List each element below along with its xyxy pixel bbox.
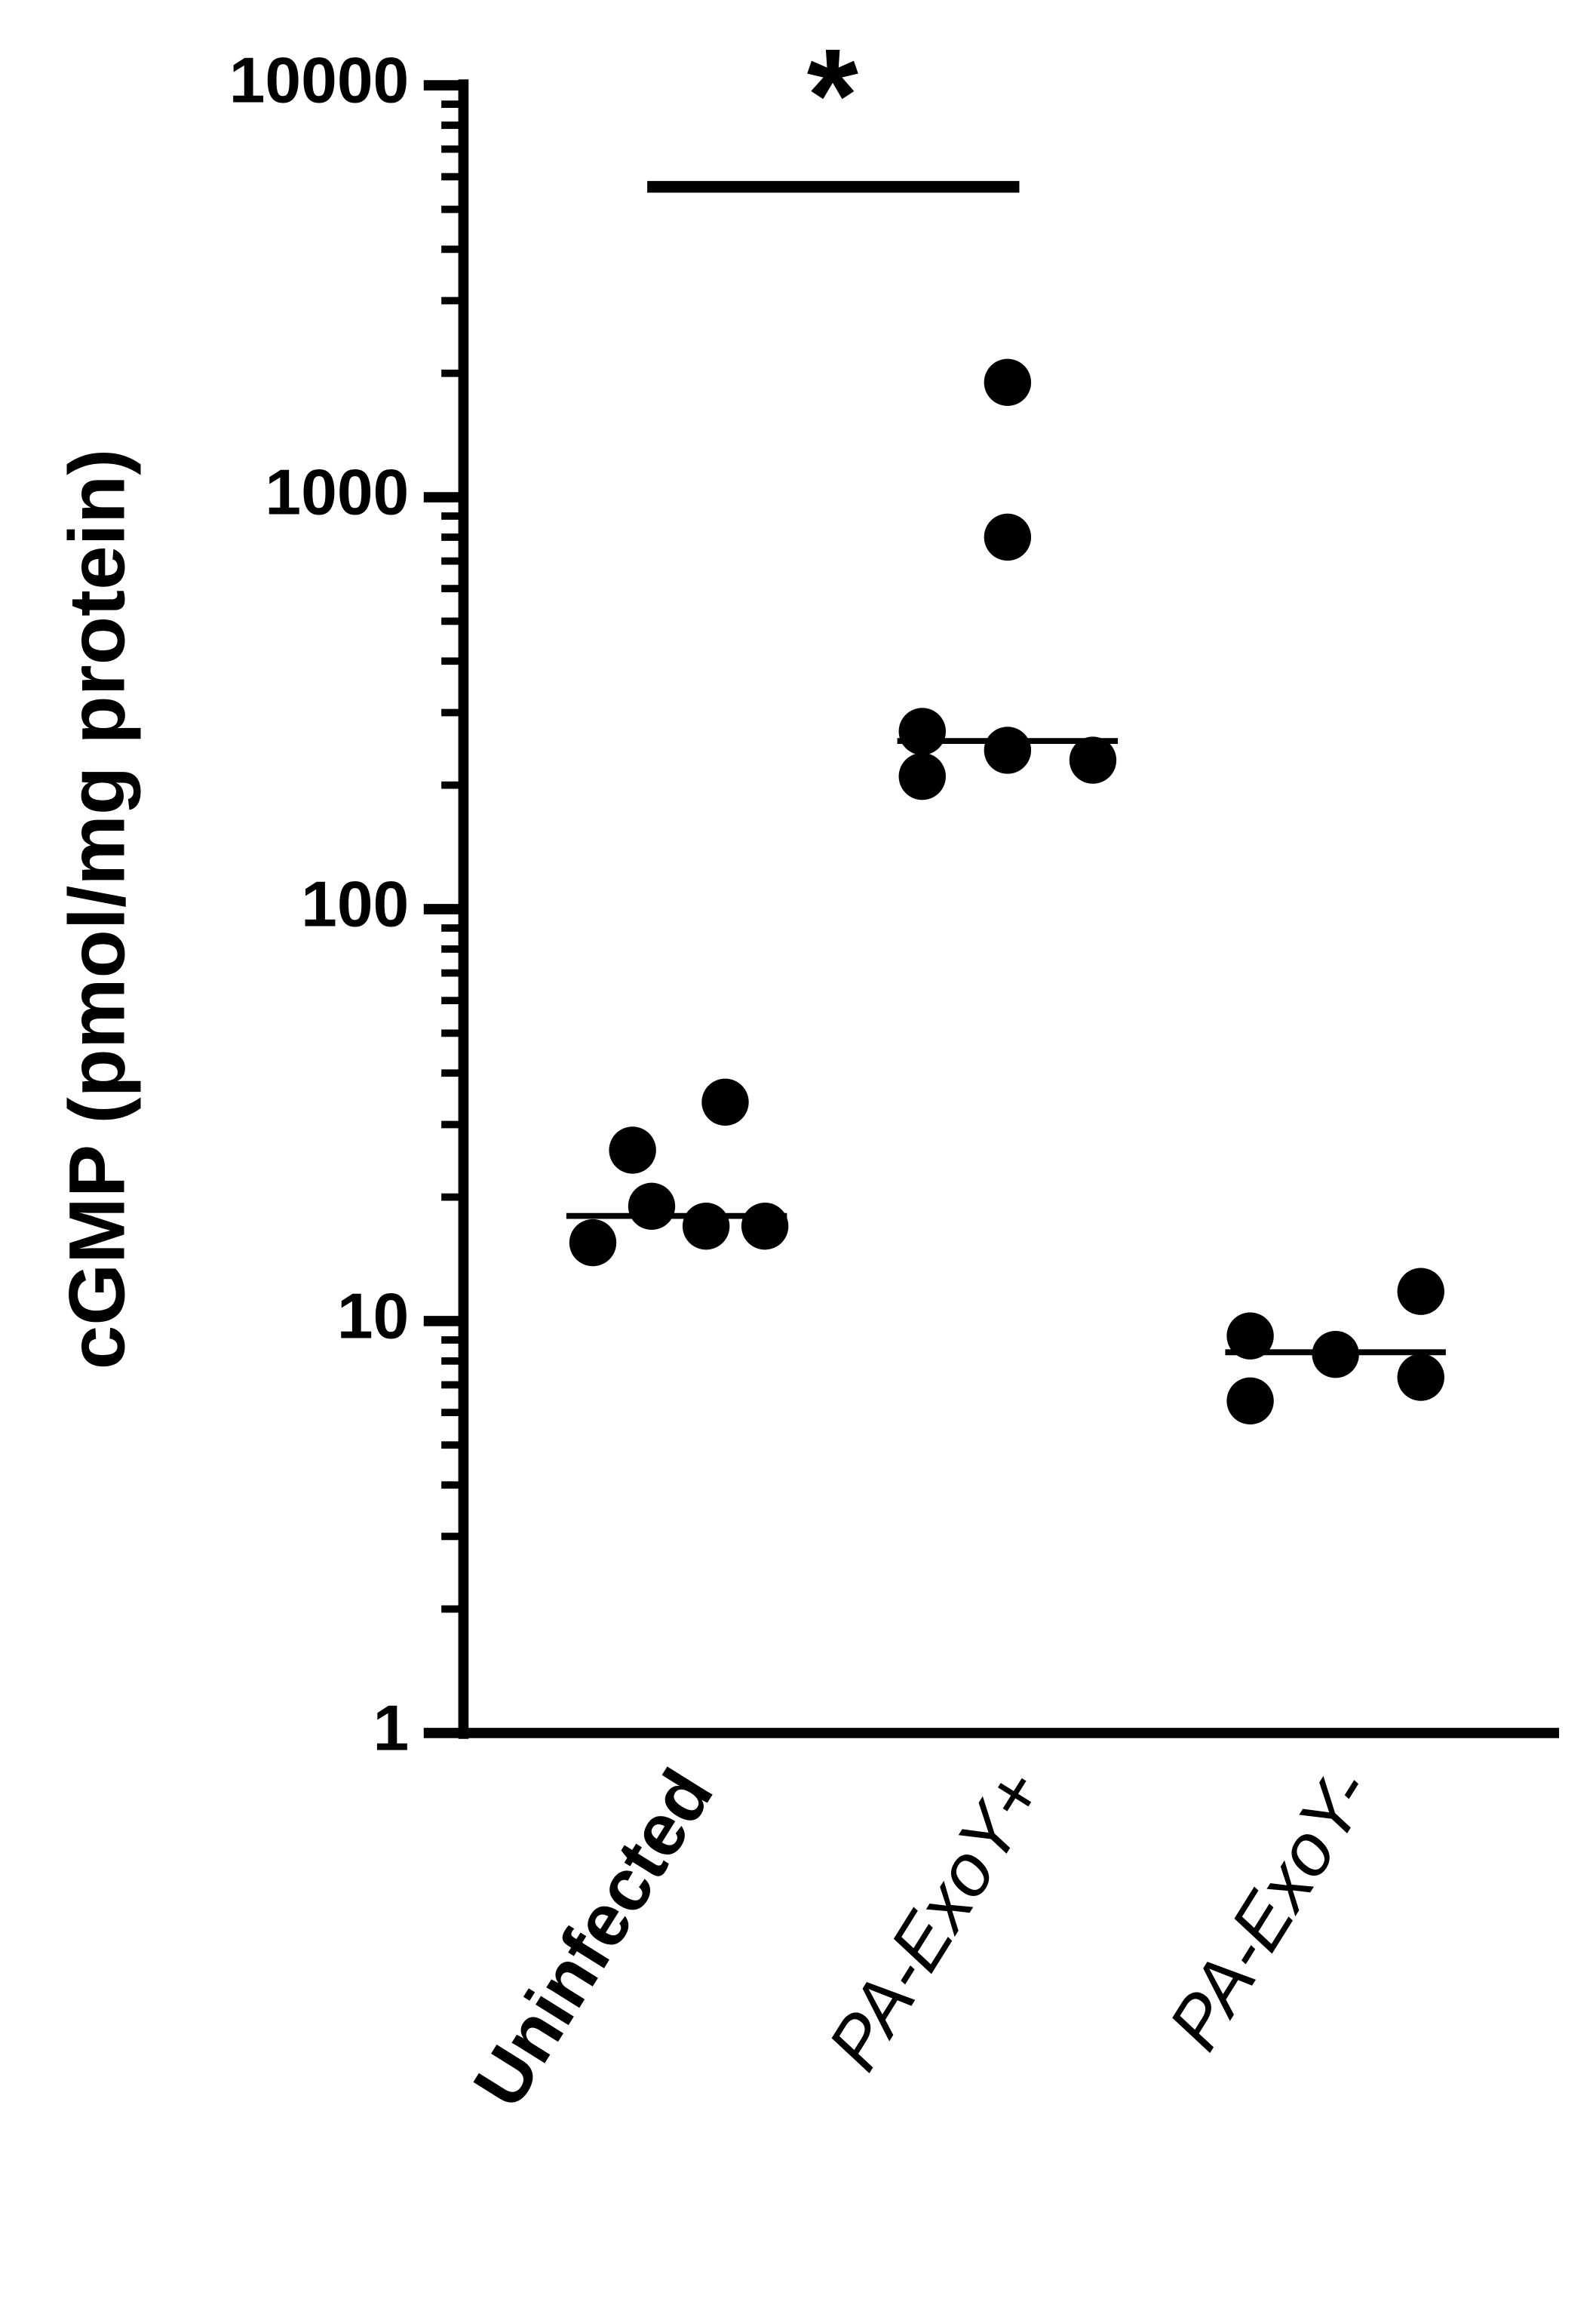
data-point [701,1078,749,1126]
data-point [898,752,946,801]
data-point [984,358,1032,407]
data-point [682,1202,730,1250]
data-point [569,1218,617,1267]
y-tick-label: 10000 [229,45,410,117]
y-axis-label: cGMP (pmol/mg protein) [54,449,142,1370]
data-point [984,727,1032,774]
y-tick-label: 1 [373,1692,410,1765]
data-point [1397,1354,1444,1401]
x-tick-label: PA-ExoY- [1152,1755,1388,2063]
data-point [1069,736,1117,784]
data-point [1397,1268,1444,1315]
data-point [1226,1377,1274,1424]
data-point [984,513,1032,561]
data-point [898,708,946,755]
y-tick-label: 10 [337,1280,409,1353]
significance-mark: * [807,22,859,170]
data-point [628,1182,676,1230]
y-tick-label: 100 [301,868,409,941]
data-point [1226,1312,1274,1360]
data-point [609,1126,656,1174]
x-tick-label: PA-ExoY+ [812,1755,1059,2083]
data-point [741,1202,789,1250]
x-tick-label: Uninfected [458,1755,729,2121]
y-tick-label: 1000 [265,456,409,529]
